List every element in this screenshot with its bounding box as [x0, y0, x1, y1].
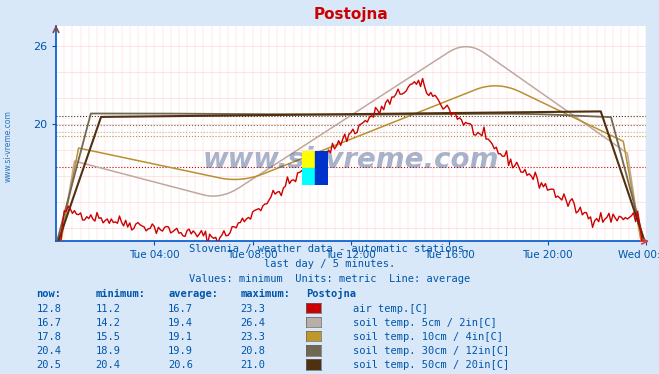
- Text: 19.1: 19.1: [168, 332, 193, 342]
- Title: Postojna: Postojna: [314, 7, 388, 22]
- Text: 20.8: 20.8: [241, 346, 266, 356]
- Text: 20.5: 20.5: [36, 361, 61, 370]
- Text: Postojna: Postojna: [306, 288, 357, 299]
- Text: 16.7: 16.7: [36, 318, 61, 328]
- Bar: [315, 151, 328, 185]
- Text: soil temp. 30cm / 12in[C]: soil temp. 30cm / 12in[C]: [353, 346, 509, 356]
- Bar: [302, 168, 315, 185]
- Text: 23.3: 23.3: [241, 304, 266, 313]
- Text: 20.6: 20.6: [168, 361, 193, 370]
- Text: 20.4: 20.4: [36, 346, 61, 356]
- Text: 11.2: 11.2: [96, 304, 121, 313]
- Text: www.si-vreme.com: www.si-vreme.com: [3, 110, 13, 182]
- Text: 19.9: 19.9: [168, 346, 193, 356]
- Text: soil temp. 5cm / 2in[C]: soil temp. 5cm / 2in[C]: [353, 318, 496, 328]
- Text: 26.4: 26.4: [241, 318, 266, 328]
- Text: 19.4: 19.4: [168, 318, 193, 328]
- Bar: [302, 151, 315, 168]
- Text: 12.8: 12.8: [36, 304, 61, 313]
- Text: minimum:: minimum:: [96, 289, 146, 299]
- Text: 15.5: 15.5: [96, 332, 121, 342]
- Text: maximum:: maximum:: [241, 289, 291, 299]
- Text: average:: average:: [168, 289, 218, 299]
- Text: 20.4: 20.4: [96, 361, 121, 370]
- Text: 21.0: 21.0: [241, 361, 266, 370]
- Text: 16.7: 16.7: [168, 304, 193, 313]
- Text: soil temp. 50cm / 20in[C]: soil temp. 50cm / 20in[C]: [353, 361, 509, 370]
- Text: www.si-vreme.com: www.si-vreme.com: [203, 145, 499, 174]
- Text: 14.2: 14.2: [96, 318, 121, 328]
- Text: Slovenia / weather data - automatic stations.: Slovenia / weather data - automatic stat…: [189, 245, 470, 254]
- Text: 23.3: 23.3: [241, 332, 266, 342]
- Text: 18.9: 18.9: [96, 346, 121, 356]
- Text: air temp.[C]: air temp.[C]: [353, 304, 428, 313]
- Text: Values: minimum  Units: metric  Line: average: Values: minimum Units: metric Line: aver…: [189, 275, 470, 284]
- Text: 17.8: 17.8: [36, 332, 61, 342]
- Text: now:: now:: [36, 289, 61, 299]
- Text: soil temp. 10cm / 4in[C]: soil temp. 10cm / 4in[C]: [353, 332, 503, 342]
- Text: last day / 5 minutes.: last day / 5 minutes.: [264, 260, 395, 269]
